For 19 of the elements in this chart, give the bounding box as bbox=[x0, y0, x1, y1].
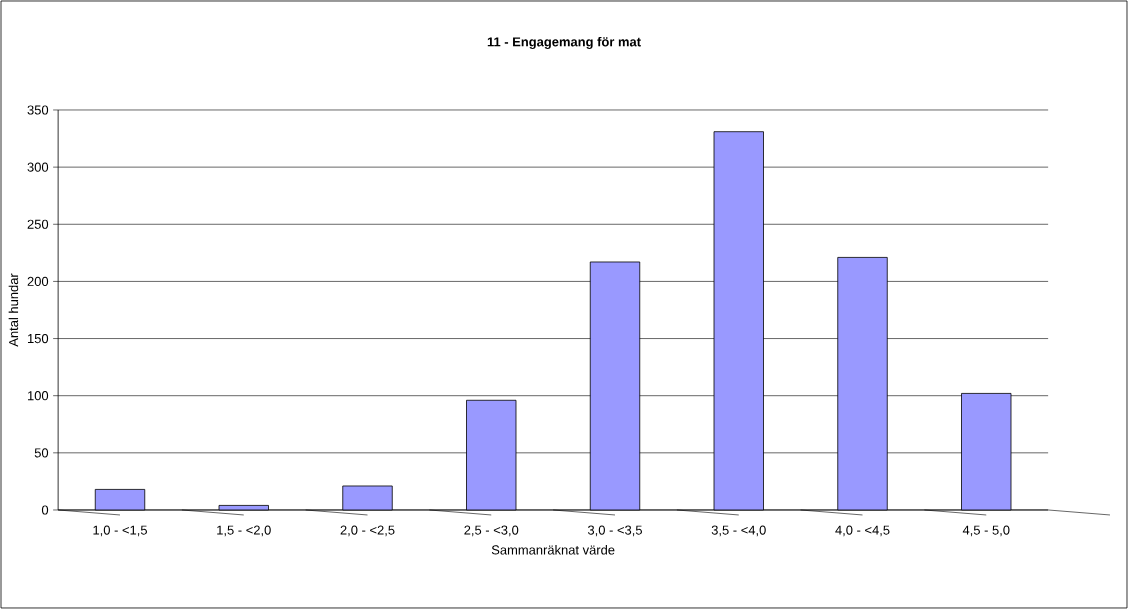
y-tick-label: 50 bbox=[34, 448, 49, 458]
x-axis-title: Sammanräknat värde bbox=[491, 545, 615, 555]
x-tick-label: 3,5 - <4,0 bbox=[711, 525, 766, 537]
y-tick-label: 300 bbox=[27, 162, 49, 172]
y-tick-label: 250 bbox=[27, 219, 49, 229]
x-tick-label: 2,0 - <2,5 bbox=[340, 525, 395, 537]
y-axis-title: Antal hundar bbox=[8, 273, 19, 347]
x-tick-label: 4,5 - 5,0 bbox=[962, 525, 1010, 537]
chart-title: 11 - Engagemang för mat bbox=[487, 36, 641, 50]
x-tick-label: 4,0 - <4,5 bbox=[835, 525, 890, 537]
y-tick-label: 200 bbox=[27, 276, 49, 286]
x-tick-label: 3,0 - <3,5 bbox=[587, 525, 642, 537]
y-tick-label: 150 bbox=[27, 333, 49, 344]
x-tick-label: 1,0 - <1,5 bbox=[93, 525, 147, 537]
x-tick-label: 2,5 - <3,0 bbox=[464, 525, 519, 537]
y-tick-label: 0 bbox=[41, 505, 49, 515]
x-tick-label: 1,5 - <2,0 bbox=[217, 525, 271, 537]
y-tick-label: 350 bbox=[27, 105, 49, 115]
y-tick-label: 100 bbox=[27, 391, 49, 401]
